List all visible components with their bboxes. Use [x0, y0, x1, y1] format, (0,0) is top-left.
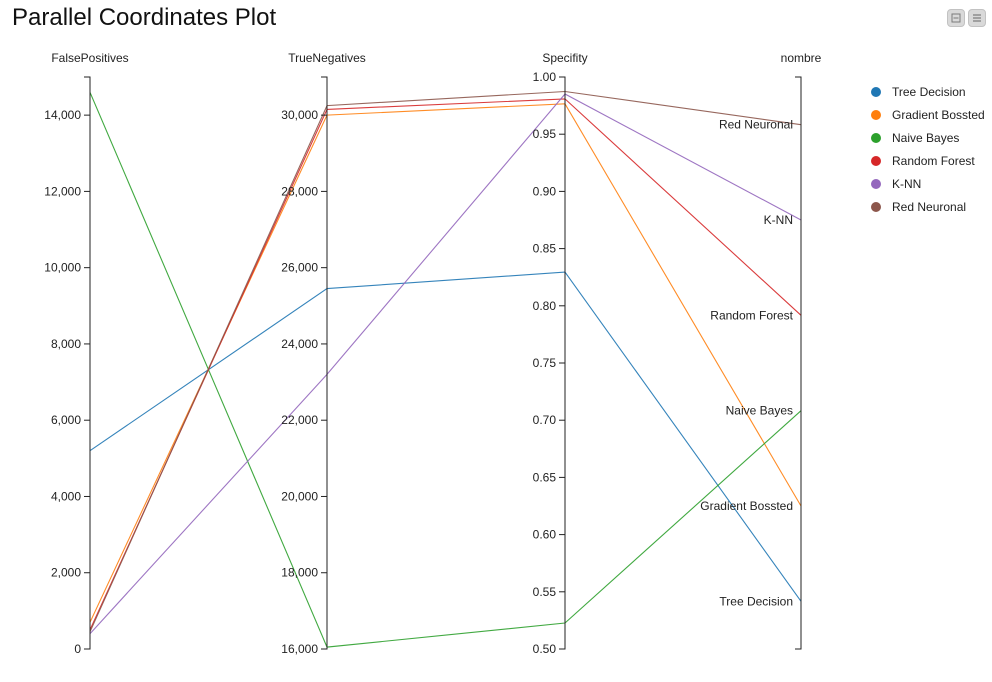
axis-1: FalsePositives 0 2,000 4,000 6,000 8,000 10,00…: [44, 51, 128, 656]
series-line-2[interactable]: [89, 103, 802, 623]
legend: Tree Decision Gradient Bossted Naive Bayes…: [871, 85, 985, 214]
legend-label: Random Forest: [892, 154, 975, 168]
tick-label: 0.85: [533, 242, 557, 256]
tick-label: 22,000: [281, 413, 318, 427]
tick-label: 30,000: [281, 108, 318, 122]
tick-label: 0.60: [533, 528, 557, 542]
tick-label: 28,000: [281, 184, 318, 198]
axis-2: TrueNegatives 16,000 18,000 20,000 22,000 24,…: [281, 51, 366, 656]
legend-label: Tree Decision: [892, 85, 966, 99]
series-line-5[interactable]: [89, 93, 802, 635]
legend-swatch: [871, 110, 881, 120]
legend-swatch: [871, 156, 881, 166]
tick-label: 0.90: [533, 184, 557, 198]
chart-toolbar: [947, 9, 986, 27]
axis-title: nombre: [781, 51, 822, 65]
hamburger-menu-icon[interactable]: [968, 9, 986, 27]
legend-label: Naive Bayes: [892, 131, 959, 145]
legend-item[interactable]: Naive Bayes: [871, 131, 959, 145]
series-lines: [89, 90, 802, 648]
legend-swatch: [871, 179, 881, 189]
legend-item[interactable]: Gradient Bossted: [871, 108, 985, 122]
tick-label: 1.00: [533, 70, 557, 84]
legend-swatch: [871, 202, 881, 212]
tick-label: 26,000: [281, 261, 318, 275]
tick-label: 10,000: [44, 261, 81, 275]
axis-title: FalsePositives: [51, 51, 128, 65]
tick-label: 8,000: [51, 337, 81, 351]
tick-label: 14,000: [44, 108, 81, 122]
tick-label: 0.55: [533, 585, 557, 599]
tick-label: 0.65: [533, 470, 557, 484]
category-label: Random Forest: [710, 308, 793, 322]
tick-label: 16,000: [281, 642, 318, 656]
series-line-3[interactable]: [89, 92, 802, 648]
tick-label: 0: [74, 642, 81, 656]
axis-4: nombre Tree Decision Gradient Bossted Naive…: [700, 51, 822, 650]
page-title: Parallel Coordinates Plot: [12, 4, 277, 31]
category-label: Naive Bayes: [726, 404, 793, 418]
legend-label: Gradient Bossted: [892, 108, 985, 122]
legend-item[interactable]: Red Neuronal: [871, 200, 966, 214]
axis-line: [795, 76, 802, 650]
category-label: Gradient Bossted: [700, 499, 793, 513]
legend-item[interactable]: Random Forest: [871, 154, 975, 168]
category-label: K-NN: [764, 213, 793, 227]
legend-swatch: [871, 87, 881, 97]
legend-label: Red Neuronal: [892, 200, 966, 214]
tick-label: 0.50: [533, 642, 557, 656]
category-label: Red Neuronal: [719, 118, 793, 132]
tick-label: 0.95: [533, 127, 557, 141]
legend-label: K-NN: [892, 177, 921, 191]
tick-label: 18,000: [281, 566, 318, 580]
tick-label: 12,000: [44, 184, 81, 198]
tick-label: 2,000: [51, 566, 81, 580]
axis-title: TrueNegatives: [288, 51, 366, 65]
axis-title: Specifity: [542, 51, 587, 65]
series-line-1[interactable]: [89, 271, 802, 602]
tick-label: 4,000: [51, 489, 81, 503]
tick-label: 24,000: [281, 337, 318, 351]
series-line-4[interactable]: [89, 98, 802, 631]
axis-line: [84, 76, 91, 650]
axis-3: Specifity 0.50 0.55 0.60 0.65 0.70 0.75 0.80 0.8…: [533, 51, 588, 656]
legend-item[interactable]: K-NN: [871, 177, 921, 191]
legend-swatch: [871, 133, 881, 143]
tick-label: 0.75: [533, 356, 557, 370]
series-line-6[interactable]: [89, 90, 802, 633]
category-label: Tree Decision: [719, 594, 793, 608]
legend-item[interactable]: Tree Decision: [871, 85, 966, 99]
tick-label: 20,000: [281, 489, 318, 503]
window-minimize-icon[interactable]: [947, 9, 965, 27]
tick-label: 0.70: [533, 413, 557, 427]
tick-label: 6,000: [51, 413, 81, 427]
tick-label: 0.80: [533, 299, 557, 313]
axis-line: [321, 76, 328, 650]
